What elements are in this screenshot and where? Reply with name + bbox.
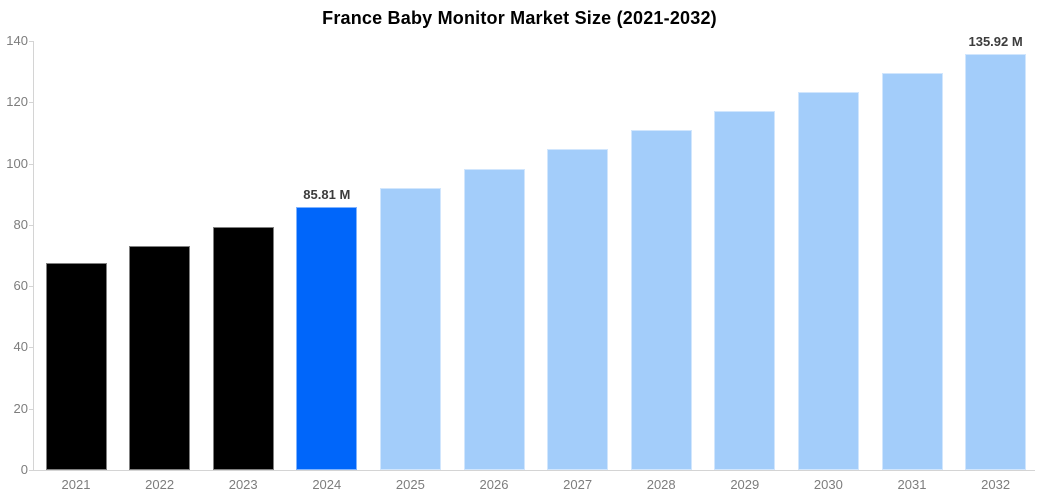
- y-tick-mark-60: [29, 286, 33, 288]
- y-tick-mark-40: [29, 347, 33, 349]
- bar-2031: [881, 72, 943, 470]
- x-tick-label-2021: 2021: [61, 477, 91, 492]
- y-tick-label-40: 40: [13, 339, 28, 355]
- y-tick-mark-140: [29, 41, 33, 42]
- bar-2026: [463, 168, 525, 470]
- y-tick-label-80: 80: [13, 216, 28, 232]
- bar-2024: [296, 207, 358, 470]
- y-axis-line: [33, 41, 34, 470]
- bar-value-label-2032: 135.92 M: [968, 33, 1023, 49]
- x-tick-label-2024: 2024: [312, 477, 342, 492]
- bar-2028: [630, 130, 692, 470]
- y-tick-label-60: 60: [13, 278, 28, 294]
- bar-2029: [714, 111, 776, 470]
- y-tick-label-140: 140: [6, 33, 28, 48]
- bar-2021: [45, 262, 107, 470]
- x-tick-label-2030: 2030: [813, 477, 843, 492]
- x-tick-label-2028: 2028: [646, 477, 676, 492]
- x-axis-line: [33, 470, 1035, 471]
- y-tick-mark-20: [29, 408, 33, 410]
- x-tick-label-2027: 2027: [563, 477, 593, 492]
- y-tick-label-120: 120: [6, 94, 28, 110]
- x-tick-label-2032: 2032: [981, 477, 1011, 492]
- x-tick-label-2031: 2031: [897, 477, 927, 492]
- chart-title: France Baby Monitor Market Size (2021-20…: [322, 8, 717, 28]
- x-tick-label-2023: 2023: [228, 477, 258, 492]
- y-tick-mark-80: [29, 224, 33, 226]
- y-tick-label-100: 100: [6, 155, 28, 171]
- x-tick-label-2025: 2025: [395, 477, 425, 492]
- y-tick-mark-100: [29, 163, 33, 165]
- y-tick-label-20: 20: [13, 400, 28, 416]
- y-tick-label-0: 0: [20, 462, 28, 477]
- bar-2030: [797, 91, 859, 470]
- x-tick-label-2029: 2029: [730, 477, 760, 492]
- bar-value-label-2024: 85.81 M: [303, 187, 351, 203]
- x-tick-label-2026: 2026: [479, 477, 509, 492]
- bar-2025: [379, 187, 441, 470]
- y-tick-mark-0: [29, 470, 33, 471]
- bar-2022: [129, 246, 191, 470]
- bar-2032: [965, 53, 1027, 470]
- bar-2023: [212, 226, 274, 470]
- bar-2027: [547, 149, 609, 470]
- x-tick-label-2022: 2022: [145, 477, 175, 492]
- y-tick-mark-120: [29, 102, 33, 104]
